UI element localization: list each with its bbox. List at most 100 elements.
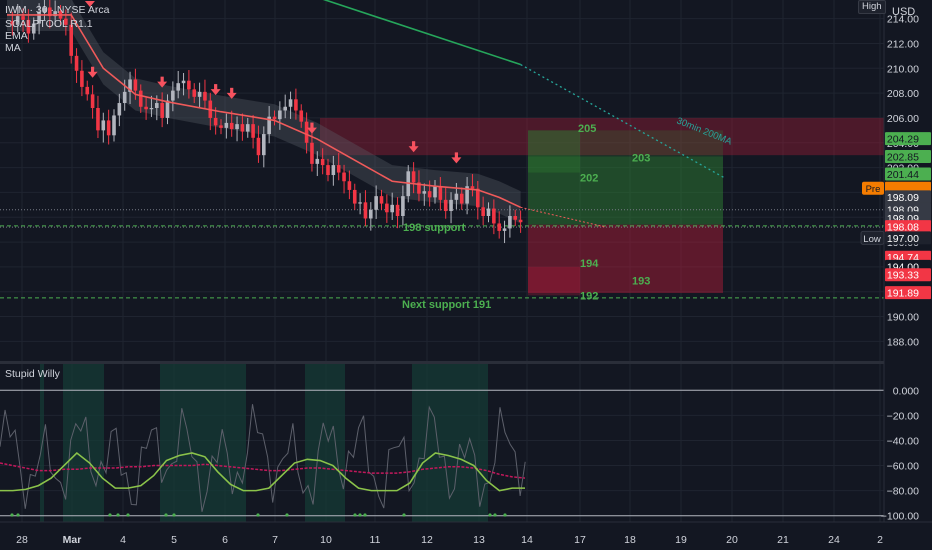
time-label-1: Mar bbox=[63, 534, 82, 546]
candle-body-63 bbox=[342, 172, 346, 182]
time-label-0: 28 bbox=[16, 534, 28, 546]
target-zone-c bbox=[528, 130, 723, 157]
candle-body-3 bbox=[21, 16, 25, 20]
candle-body-23 bbox=[128, 79, 132, 92]
candle-body-49 bbox=[267, 116, 271, 135]
time-label-10: 14 bbox=[521, 534, 533, 546]
price-badge-bg-0 bbox=[885, 132, 931, 146]
support-198-label: 198 support bbox=[403, 222, 466, 234]
candle-body-8 bbox=[48, 7, 52, 17]
candle-body-53 bbox=[288, 99, 293, 107]
price-badge-2: 201.44 bbox=[887, 169, 919, 181]
candle-body-28 bbox=[155, 103, 159, 108]
candle-body-52 bbox=[283, 106, 287, 111]
candle-body-94 bbox=[508, 216, 512, 229]
osc-tick-3: −60.00 bbox=[887, 461, 920, 473]
signal-markers bbox=[84, 1, 462, 164]
osc-dot-13 bbox=[488, 513, 492, 517]
osc-dot-11 bbox=[363, 513, 367, 517]
price-badge-12: 191.89 bbox=[887, 288, 919, 300]
price-badge-bg-12 bbox=[885, 286, 931, 300]
candle-body-43 bbox=[235, 124, 239, 130]
price-badge-bg-7 bbox=[885, 220, 931, 234]
indicator-lines bbox=[7, 0, 725, 228]
ema-band-fill bbox=[7, 0, 521, 224]
price-badge-7: 198.08 bbox=[887, 222, 919, 234]
candle-body-20 bbox=[112, 115, 116, 136]
marker-stem-4 bbox=[310, 122, 314, 129]
indicator-ema[interactable]: EMA bbox=[5, 30, 28, 42]
stop-zone bbox=[528, 224, 723, 293]
price-badge-4: 198.09 bbox=[887, 192, 919, 204]
candle-body-90 bbox=[486, 208, 491, 216]
marker-stem-3 bbox=[230, 87, 234, 94]
candle-body-92 bbox=[497, 223, 501, 231]
indicator-scalptool[interactable]: SCALPTOOL R1.1 bbox=[5, 18, 93, 30]
candle-body-68 bbox=[369, 209, 373, 219]
candle-body-37 bbox=[203, 91, 207, 101]
osc-band-1 bbox=[63, 364, 104, 522]
osc-signal-line bbox=[0, 462, 526, 479]
candle-body-11 bbox=[64, 18, 68, 25]
ema-projection bbox=[520, 206, 607, 228]
stop-zone-inner bbox=[528, 266, 580, 296]
candle-body-81 bbox=[438, 186, 443, 200]
currency-label[interactable]: USD bbox=[892, 6, 916, 18]
candle-body-25 bbox=[138, 90, 143, 107]
osc-dot-1 bbox=[16, 513, 20, 517]
price-tick-13: 188.00 bbox=[887, 336, 919, 348]
candle-body-18 bbox=[101, 120, 106, 131]
high-label: High bbox=[858, 0, 886, 14]
candle-body-5 bbox=[31, 23, 36, 34]
ema-line bbox=[7, 14, 521, 209]
candle-body-64 bbox=[347, 181, 352, 190]
ma200-projection bbox=[520, 63, 725, 179]
oscillator-pane bbox=[0, 389, 884, 517]
indicator-ma[interactable]: MA bbox=[5, 42, 21, 54]
candle-body-29 bbox=[160, 103, 164, 118]
price-tick-0: 214.00 bbox=[887, 14, 919, 26]
pre-tag-label: Pre bbox=[866, 184, 881, 195]
osc-dot-4 bbox=[126, 513, 130, 517]
pre-tag-bg bbox=[862, 181, 884, 195]
oscillator-title[interactable]: Stupid Willy bbox=[5, 368, 60, 380]
osc-dot-0 bbox=[10, 513, 14, 517]
candle-body-19 bbox=[106, 120, 111, 136]
level-label-193: 193 bbox=[632, 276, 650, 288]
candle-body-32 bbox=[176, 83, 180, 91]
time-label-2: 4 bbox=[120, 534, 126, 546]
target-zone-b bbox=[528, 156, 723, 225]
candle-body-74 bbox=[401, 196, 405, 216]
candle-body-79 bbox=[427, 191, 432, 198]
symbol-title[interactable]: IWM · 30 · NYSE Arca bbox=[5, 4, 110, 16]
candle-body-14 bbox=[80, 70, 84, 87]
candle-body-71 bbox=[385, 203, 389, 213]
time-axis-bg bbox=[0, 522, 932, 550]
osc-band-2 bbox=[160, 364, 246, 522]
marker-stem-2 bbox=[214, 84, 218, 91]
candle-body-7 bbox=[42, 7, 47, 13]
candle-body-42 bbox=[229, 122, 234, 130]
price-badge-8: 197.00 bbox=[887, 233, 919, 245]
candle-body-59 bbox=[320, 158, 325, 166]
candle-body-50 bbox=[272, 116, 277, 120]
time-label-11: 17 bbox=[574, 534, 586, 546]
osc-dot-6 bbox=[172, 513, 176, 517]
candle-body-78 bbox=[422, 191, 427, 194]
osc-tick-5: −100.00 bbox=[881, 511, 919, 523]
candle-body-15 bbox=[85, 86, 90, 95]
time-label-6: 10 bbox=[320, 534, 332, 546]
sell-marker-1 bbox=[157, 81, 168, 88]
price-badge-bg-4 bbox=[885, 190, 931, 204]
candle-body-13 bbox=[74, 55, 79, 71]
candle-body-95 bbox=[513, 216, 518, 220]
candle-body-85 bbox=[459, 193, 464, 204]
low-tag-bg bbox=[860, 230, 885, 245]
sell-marker-3 bbox=[226, 92, 237, 99]
candle-body-66 bbox=[358, 202, 362, 204]
osc-dot-14 bbox=[493, 513, 497, 517]
candle-body-34 bbox=[187, 80, 191, 90]
osc-dot-3 bbox=[116, 513, 120, 517]
